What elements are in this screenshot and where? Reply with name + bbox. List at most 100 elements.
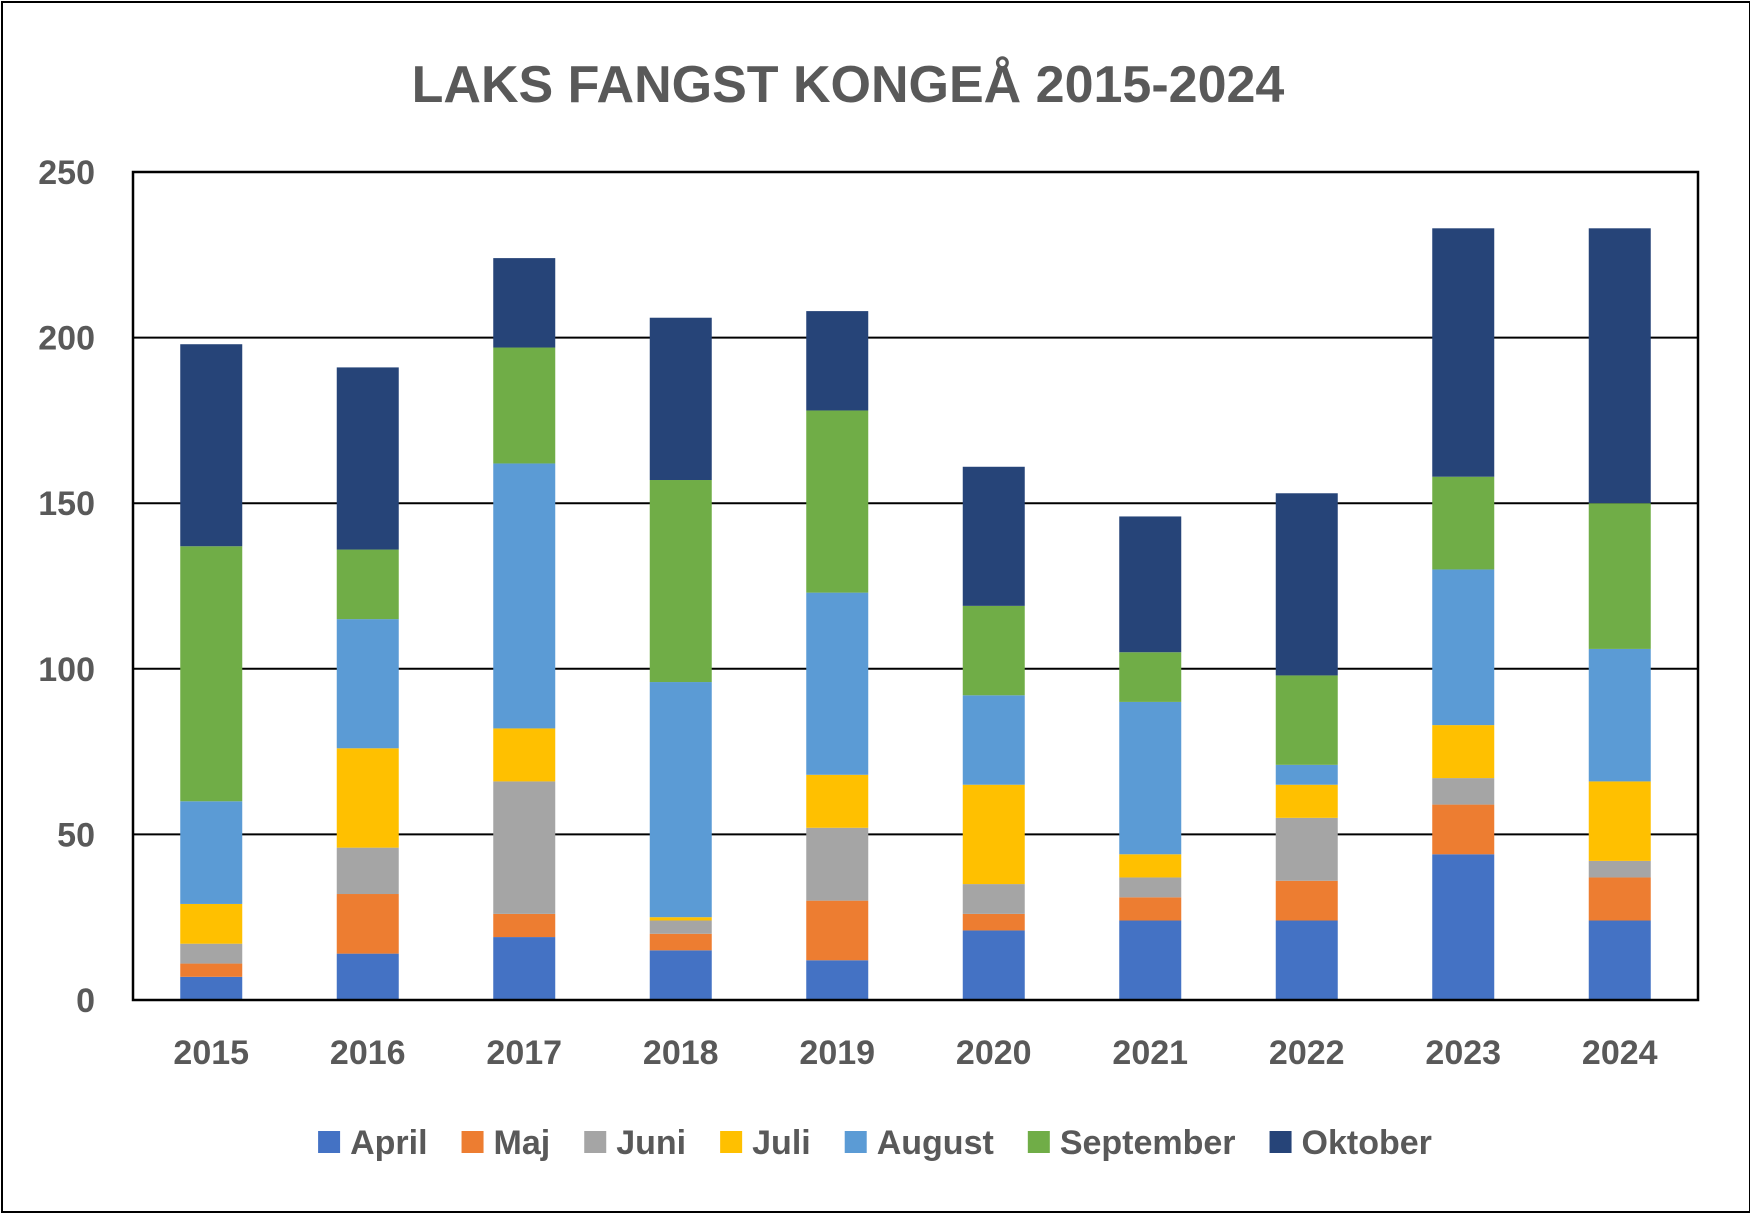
bar-segment-august-2022	[1275, 764, 1338, 785]
legend: April Maj Juni Juli August September Oktober	[318, 1124, 1432, 1162]
bar-segment-oktober-2022	[1275, 493, 1338, 676]
bar-segment-oktober-2018	[649, 317, 712, 481]
bar-segment-september-2020	[962, 605, 1025, 696]
bar-segment-april-2020	[962, 930, 1025, 1000]
x-tick-label: 2018	[643, 1034, 719, 1072]
x-tick-label: 2019	[799, 1034, 875, 1072]
bar-segment-april-2017	[493, 937, 556, 1000]
legend-label: Oktober	[1302, 1124, 1432, 1162]
x-tick-label: 2016	[330, 1034, 406, 1072]
bar-segment-juni-2022	[1275, 817, 1338, 881]
bar-segment-april-2022	[1275, 920, 1338, 1000]
bar-segment-maj-2016	[336, 894, 399, 954]
legend-item-september: September	[1027, 1124, 1236, 1162]
bar-segment-oktober-2015	[180, 344, 243, 547]
bar-segment-oktober-2023	[1432, 228, 1495, 477]
bar-segment-august-2019	[806, 592, 869, 775]
bar-segment-april-2023	[1432, 854, 1495, 1000]
legend-label: April	[350, 1124, 427, 1162]
bar-segment-juli-2017	[493, 728, 556, 782]
bar-segment-maj-2022	[1275, 880, 1338, 921]
chart-title: LAKS FANGST KONGEÅ 2015-2024	[412, 56, 1285, 114]
bar-segment-oktober-2017	[493, 258, 556, 348]
bar-segment-maj-2015	[180, 963, 243, 977]
bars	[180, 228, 1651, 1000]
bar-segment-september-2021	[1119, 652, 1182, 702]
legend-swatch	[720, 1131, 743, 1153]
legend-item-april: April	[318, 1124, 428, 1162]
y-tick-label: 250	[38, 154, 95, 192]
bar-segment-juni-2020	[962, 884, 1025, 914]
legend-item-oktober: Oktober	[1269, 1124, 1432, 1162]
bar-segment-oktober-2021	[1119, 516, 1182, 653]
bar-segment-april-2018	[649, 950, 712, 1000]
bar-segment-juni-2023	[1432, 778, 1495, 805]
bar-segment-juni-2018	[649, 920, 712, 934]
x-tick-label: 2017	[486, 1034, 562, 1072]
legend-swatch	[1027, 1131, 1050, 1153]
bar-segment-maj-2019	[806, 900, 869, 961]
legend-item-juli: Juli	[720, 1124, 811, 1162]
bar-segment-juli-2020	[962, 784, 1025, 885]
bar-segment-oktober-2020	[962, 466, 1025, 606]
legend-item-august: August	[844, 1124, 994, 1162]
x-tick-label: 2023	[1425, 1034, 1501, 1072]
bar-segment-september-2022	[1275, 675, 1338, 765]
bar-segment-september-2017	[493, 347, 556, 464]
bar-segment-juli-2021	[1119, 854, 1182, 878]
bar-segment-juni-2019	[806, 827, 869, 901]
y-tick-label: 100	[38, 651, 95, 689]
bar-segment-maj-2017	[493, 913, 556, 938]
bar-segment-juni-2024	[1588, 860, 1651, 878]
legend-item-maj: Maj	[461, 1124, 551, 1162]
bar-segment-september-2024	[1588, 503, 1651, 649]
bar-segment-juni-2017	[493, 781, 556, 914]
bar-segment-juli-2023	[1432, 725, 1495, 779]
legend-swatch	[461, 1131, 484, 1153]
x-tick-label: 2021	[1112, 1034, 1188, 1072]
bar-segment-august-2023	[1432, 569, 1495, 726]
bar-segment-april-2019	[806, 960, 869, 1000]
bar-segment-juli-2016	[336, 748, 399, 848]
bar-segment-september-2015	[180, 546, 243, 802]
bar-segment-maj-2023	[1432, 804, 1495, 855]
bar-segment-juni-2016	[336, 847, 399, 895]
bar-segment-august-2016	[336, 619, 399, 749]
y-tick-label: 150	[38, 485, 95, 523]
legend-swatch	[1269, 1131, 1292, 1153]
bar-segment-september-2023	[1432, 476, 1495, 570]
legend-swatch	[318, 1131, 341, 1153]
bar-segment-april-2015	[180, 976, 243, 1000]
x-tick-label: 2020	[956, 1034, 1032, 1072]
y-tick-label: 50	[57, 816, 95, 854]
y-axis-ticks: 0 50 100 150 200 250	[38, 154, 95, 1020]
legend-label: August	[877, 1124, 994, 1162]
bar-segment-august-2015	[180, 801, 243, 904]
bar-segment-september-2016	[336, 549, 399, 620]
legend-label: Maj	[494, 1124, 551, 1162]
legend-item-juni: Juni	[584, 1124, 686, 1162]
legend-swatch	[844, 1131, 867, 1153]
legend-swatch	[584, 1131, 607, 1153]
x-tick-label: 2024	[1582, 1034, 1658, 1072]
bar-segment-maj-2020	[962, 913, 1025, 931]
bar-segment-august-2024	[1588, 648, 1651, 782]
x-axis-ticks: 2015 2016 2017 2018 2019 2020 2021 2022 2023 2024	[173, 1034, 1657, 1072]
x-tick-label: 2015	[173, 1034, 249, 1072]
bar-segment-maj-2024	[1588, 877, 1651, 921]
bar-segment-april-2024	[1588, 920, 1651, 1000]
bar-segment-april-2016	[336, 953, 399, 1000]
bar-segment-juli-2015	[180, 903, 243, 944]
bar-segment-september-2018	[649, 480, 712, 683]
legend-label: September	[1060, 1124, 1236, 1162]
bar-segment-juli-2019	[806, 774, 869, 828]
bar-segment-april-2021	[1119, 920, 1182, 1000]
bar-segment-august-2017	[493, 463, 556, 729]
bar-segment-oktober-2024	[1588, 228, 1651, 504]
y-tick-label: 0	[76, 982, 95, 1020]
bar-segment-juni-2015	[180, 943, 243, 964]
legend-label: Juli	[752, 1124, 811, 1162]
bar-segment-juni-2021	[1119, 877, 1182, 898]
plot-area-border	[131, 170, 1700, 1002]
